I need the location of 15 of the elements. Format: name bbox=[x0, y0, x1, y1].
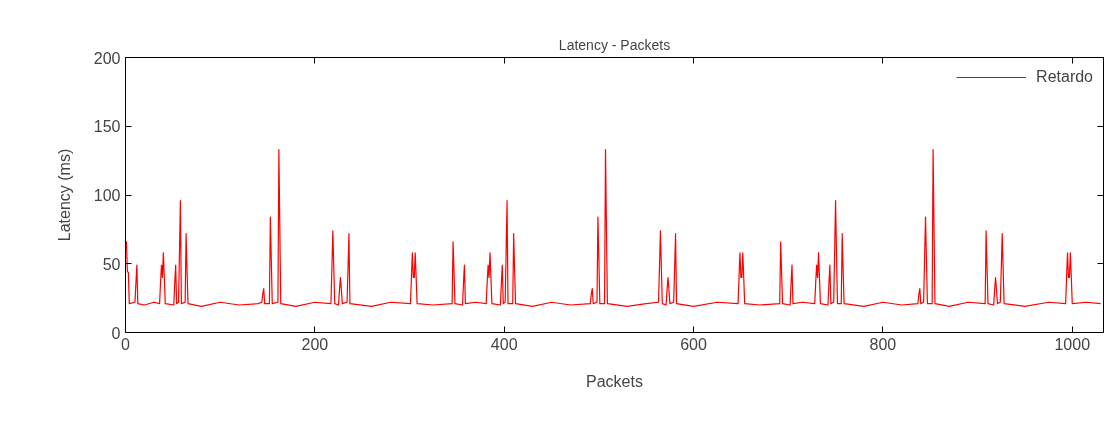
y-tick-label: 150 bbox=[93, 118, 121, 136]
x-tick-label: 400 bbox=[490, 335, 518, 353]
x-tick-label: 600 bbox=[680, 335, 707, 353]
chart-title: Latency - Packets bbox=[558, 36, 671, 53]
y-axis-title: Latency (ms) bbox=[55, 148, 73, 242]
x-tick-label: 200 bbox=[301, 335, 329, 353]
x-axis-title: Packets bbox=[586, 372, 643, 390]
x-tick-label: 800 bbox=[869, 335, 897, 353]
legend-label: Retardo bbox=[1036, 68, 1093, 86]
y-tick-label: 200 bbox=[93, 49, 121, 67]
y-tick-label: 0 bbox=[111, 324, 121, 342]
y-tick-label: 50 bbox=[102, 255, 121, 273]
line-series bbox=[125, 149, 1102, 307]
y-tick-label: 100 bbox=[93, 187, 121, 204]
x-tick-label: 1000 bbox=[1054, 335, 1091, 353]
